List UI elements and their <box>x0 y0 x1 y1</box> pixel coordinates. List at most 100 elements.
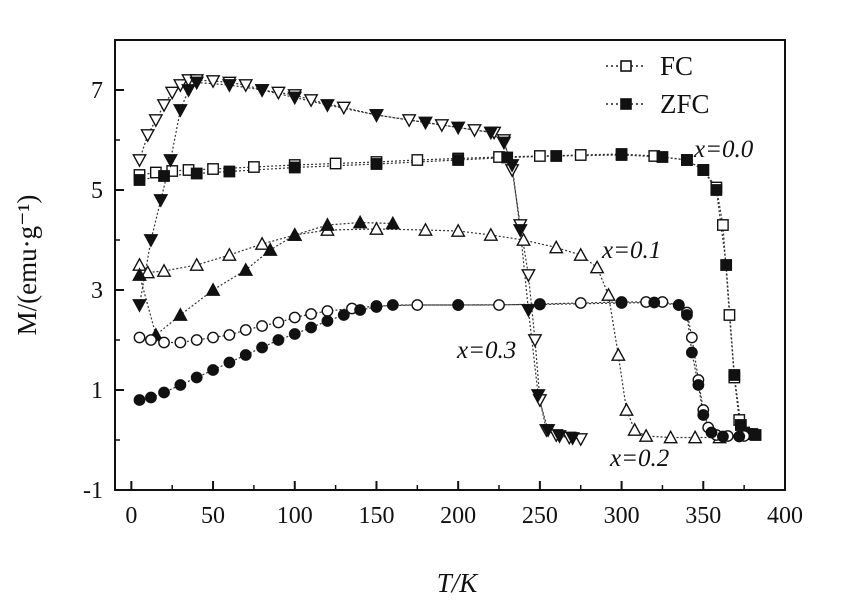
data-point <box>386 299 399 311</box>
data-point <box>303 94 319 108</box>
data-point <box>685 331 698 344</box>
data-point <box>223 165 236 178</box>
data-point <box>533 298 546 311</box>
data-point <box>140 264 156 279</box>
data-point <box>496 136 512 151</box>
data-point <box>143 234 159 248</box>
data-point <box>239 324 252 336</box>
data-point <box>574 149 587 161</box>
data-point <box>207 331 219 344</box>
legend-label-zfc: ZFC <box>660 89 710 119</box>
data-point <box>697 164 710 176</box>
data-point <box>749 429 762 441</box>
data-point <box>533 150 546 162</box>
data-point <box>321 315 334 327</box>
data-point <box>158 170 170 182</box>
data-point <box>272 334 285 346</box>
data-point <box>181 84 196 98</box>
data-point <box>370 301 383 313</box>
data-point <box>574 297 587 309</box>
data-point <box>287 91 303 106</box>
y-tick-label: -1 <box>83 478 103 504</box>
data-point <box>530 389 546 403</box>
series-line <box>139 301 740 438</box>
data-point <box>723 309 736 321</box>
y-tick-label: 3 <box>91 278 103 304</box>
data-point <box>734 419 747 431</box>
data-point <box>516 232 531 246</box>
data-point <box>163 154 178 168</box>
data-point <box>287 227 303 241</box>
data-point <box>222 247 237 261</box>
data-point <box>452 299 465 311</box>
data-point <box>337 309 350 321</box>
annotation-x1: x=0.1 <box>601 237 661 264</box>
data-point <box>717 430 729 443</box>
series-line <box>138 221 393 337</box>
data-point <box>369 109 384 123</box>
data-point <box>418 116 433 131</box>
data-point <box>681 154 693 166</box>
data-point <box>238 262 254 276</box>
x-tick-label: 400 <box>767 503 803 529</box>
data-point <box>320 217 335 231</box>
data-point <box>369 221 384 235</box>
data-point <box>467 124 482 138</box>
data-point <box>550 150 563 162</box>
data-point <box>728 369 741 381</box>
data-point <box>483 227 499 241</box>
data-point <box>271 86 286 101</box>
data-point <box>172 307 188 321</box>
data-point <box>418 222 433 236</box>
data-point <box>573 247 589 261</box>
data-point <box>329 157 342 170</box>
data-point <box>189 76 205 91</box>
data-point <box>648 296 661 309</box>
data-point <box>687 429 703 444</box>
data-point <box>174 336 187 349</box>
data-point <box>145 391 157 404</box>
data-point <box>254 84 270 98</box>
data-point <box>256 320 268 332</box>
x-tick-label: 200 <box>440 503 476 529</box>
data-point <box>320 99 335 113</box>
data-point <box>434 119 450 133</box>
data-point <box>493 299 505 311</box>
data-point <box>565 432 580 446</box>
data-point <box>190 371 203 384</box>
data-point <box>132 154 147 168</box>
data-point <box>638 428 654 442</box>
series-line <box>139 301 745 437</box>
data-point <box>615 149 628 161</box>
data-point <box>619 402 634 416</box>
data-point <box>627 422 643 436</box>
data-point <box>450 223 466 237</box>
x-tick-label: 0 <box>125 503 137 529</box>
data-point <box>354 304 367 316</box>
data-point <box>288 161 301 174</box>
data-point <box>156 263 172 277</box>
data-point <box>573 433 589 447</box>
x-tick-label: 300 <box>604 503 640 529</box>
data-point <box>483 126 499 141</box>
data-point <box>656 151 669 163</box>
x-axis-label: T/K <box>437 568 480 598</box>
annotation-x0: x=0.0 <box>693 136 754 163</box>
data-point <box>158 386 170 399</box>
x-tick-label: 250 <box>522 503 558 529</box>
x-tick-label: 150 <box>358 503 394 529</box>
data-point <box>672 299 685 311</box>
data-point <box>132 299 147 313</box>
data-point <box>205 75 221 89</box>
data-point <box>133 394 146 406</box>
data-point <box>685 346 698 359</box>
x-tick-label: 50 <box>201 503 225 529</box>
data-point <box>512 224 528 238</box>
y-tick-label: 1 <box>91 378 103 404</box>
data-point <box>190 167 203 180</box>
data-point <box>133 174 146 186</box>
data-point <box>248 161 260 173</box>
data-point <box>222 79 237 93</box>
data-point <box>521 269 536 283</box>
